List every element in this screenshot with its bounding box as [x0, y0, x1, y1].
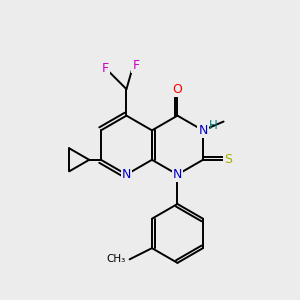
Text: H: H	[208, 119, 217, 132]
Text: N: N	[173, 168, 182, 181]
Text: N: N	[122, 168, 131, 181]
Text: F: F	[101, 62, 108, 75]
Text: O: O	[172, 82, 182, 96]
Text: CH₃: CH₃	[106, 254, 126, 264]
Text: N: N	[198, 124, 208, 137]
Text: F: F	[133, 59, 140, 72]
Text: S: S	[224, 153, 232, 166]
Text: N: N	[198, 124, 208, 137]
